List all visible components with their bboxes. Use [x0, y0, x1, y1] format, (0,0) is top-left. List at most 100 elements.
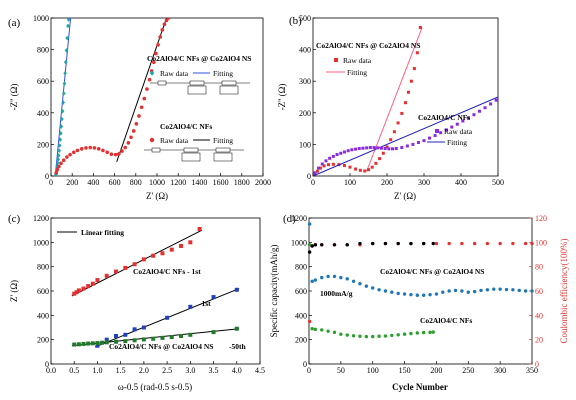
data-point: [95, 343, 100, 348]
data-point: [345, 333, 349, 337]
data-point: [76, 342, 81, 347]
data-point: [378, 157, 382, 161]
circuit-branch: [187, 85, 207, 95]
y-tick-label: 600: [37, 77, 49, 86]
data-point: [114, 334, 119, 339]
panel-d-ylabel-right: Coulombic efficiency(100%): [559, 238, 569, 343]
panel-d-xlabel: Cycle Number: [392, 382, 448, 392]
data-point: [421, 330, 426, 335]
data-point: [450, 125, 454, 129]
x-tick-label: 250: [462, 366, 474, 375]
data-point: [332, 243, 337, 247]
panel-d-label: (d): [283, 213, 296, 225]
data-point: [439, 131, 443, 135]
circuit-element: [151, 147, 161, 153]
data-point: [453, 288, 458, 293]
data-point: [188, 240, 193, 245]
data-point: [160, 251, 165, 256]
x-tick-label: 350: [526, 366, 538, 375]
data-point: [104, 340, 109, 345]
data-point: [81, 341, 86, 346]
panel-b-legend-title-1: Co2AlO4/C NFs @ Co2AlO4 NS: [316, 41, 420, 50]
panel-c: (c) Z' (Ω) ω-0.5 (rad-0.5 s-0.5) 0.0 0.5 1…: [8, 213, 265, 392]
data-point: [415, 331, 420, 335]
legend-raw-label: Raw data: [160, 69, 189, 78]
data-point: [151, 336, 156, 341]
data-point: [461, 119, 465, 123]
panel-d-annotation-rate: 1000mA/g: [320, 289, 353, 298]
y-tick-label: 0: [45, 172, 49, 181]
data-point: [156, 43, 160, 47]
legend-raw-label: Raw data: [343, 56, 372, 65]
data-point: [59, 161, 63, 166]
y-right-tick-label: 0: [535, 360, 539, 369]
data-point: [494, 98, 498, 102]
data-point: [354, 147, 358, 151]
y-tick-label: 800: [37, 46, 49, 55]
fit-line: [312, 96, 499, 177]
y-right-tick-label: 60: [535, 287, 543, 296]
data-point: [387, 147, 391, 151]
x-tick-label: 0.0: [46, 366, 56, 375]
y-tick-label: 200: [299, 109, 311, 118]
data-point: [63, 71, 67, 76]
legend-fit-label: Fitting: [347, 68, 367, 77]
data-point: [188, 304, 193, 309]
data-point: [169, 247, 174, 252]
data-point: [90, 281, 95, 286]
data-point: [367, 168, 370, 172]
x-tick-label: 1800: [234, 178, 250, 187]
data-point: [498, 241, 502, 246]
data-point: [377, 288, 381, 292]
data-point: [81, 286, 86, 291]
y-tick-label: 0: [303, 360, 307, 369]
data-point: [421, 241, 426, 246]
data-point: [320, 162, 324, 166]
data-point: [74, 290, 79, 295]
x-tick-label: 3.0: [185, 366, 195, 375]
data-point: [379, 146, 383, 150]
data-point: [466, 116, 470, 120]
y-tick-label: 400: [37, 109, 49, 118]
data-point: [455, 122, 459, 126]
data-point: [409, 292, 413, 297]
data-point: [402, 332, 407, 336]
data-point: [339, 275, 343, 280]
data-point: [104, 273, 109, 278]
data-point: [105, 150, 109, 155]
y-tick-label: 1200: [33, 214, 49, 223]
data-point: [377, 334, 381, 338]
data-point: [57, 164, 61, 169]
x-tick-label: 1.5: [116, 366, 126, 375]
fit-line: [71, 328, 240, 347]
panel-d-label-nfs: Co2AlO4/C NFs: [420, 316, 472, 325]
panel-a-legend-title-1: Co2AlO4/C NFs @ Co2AlO4 NS: [147, 54, 251, 63]
data-point: [68, 152, 72, 157]
data-point: [435, 129, 439, 133]
x-tick-label: 2000: [255, 178, 271, 187]
data-point: [358, 241, 362, 246]
x-tick-label: 0: [311, 178, 315, 187]
y-tick-label: 200: [37, 336, 49, 345]
data-point: [307, 250, 312, 254]
data-point: [313, 171, 317, 175]
data-point: [149, 137, 155, 143]
legend-fit-label: Fitting: [213, 69, 233, 78]
data-point: [364, 284, 369, 288]
x-tick-label: 50: [337, 366, 345, 375]
data-point: [416, 141, 420, 145]
data-point: [160, 335, 165, 340]
data-point: [188, 332, 193, 337]
data-point: [326, 274, 330, 279]
fit-line: [116, 18, 168, 162]
data-point: [310, 244, 314, 248]
data-point: [402, 292, 407, 296]
data-point: [324, 159, 328, 163]
data-point: [137, 114, 141, 118]
circuit-branch: [219, 85, 239, 95]
panel-a-circuit-diagrams: [144, 80, 250, 162]
panel-c-legend: Linear fitting: [57, 228, 124, 237]
x-tick-label: 2.5: [162, 366, 172, 375]
data-point: [358, 282, 362, 286]
panel-c-label-1st-nfs: Co2AlO4/C NFs - 1st: [133, 267, 201, 276]
